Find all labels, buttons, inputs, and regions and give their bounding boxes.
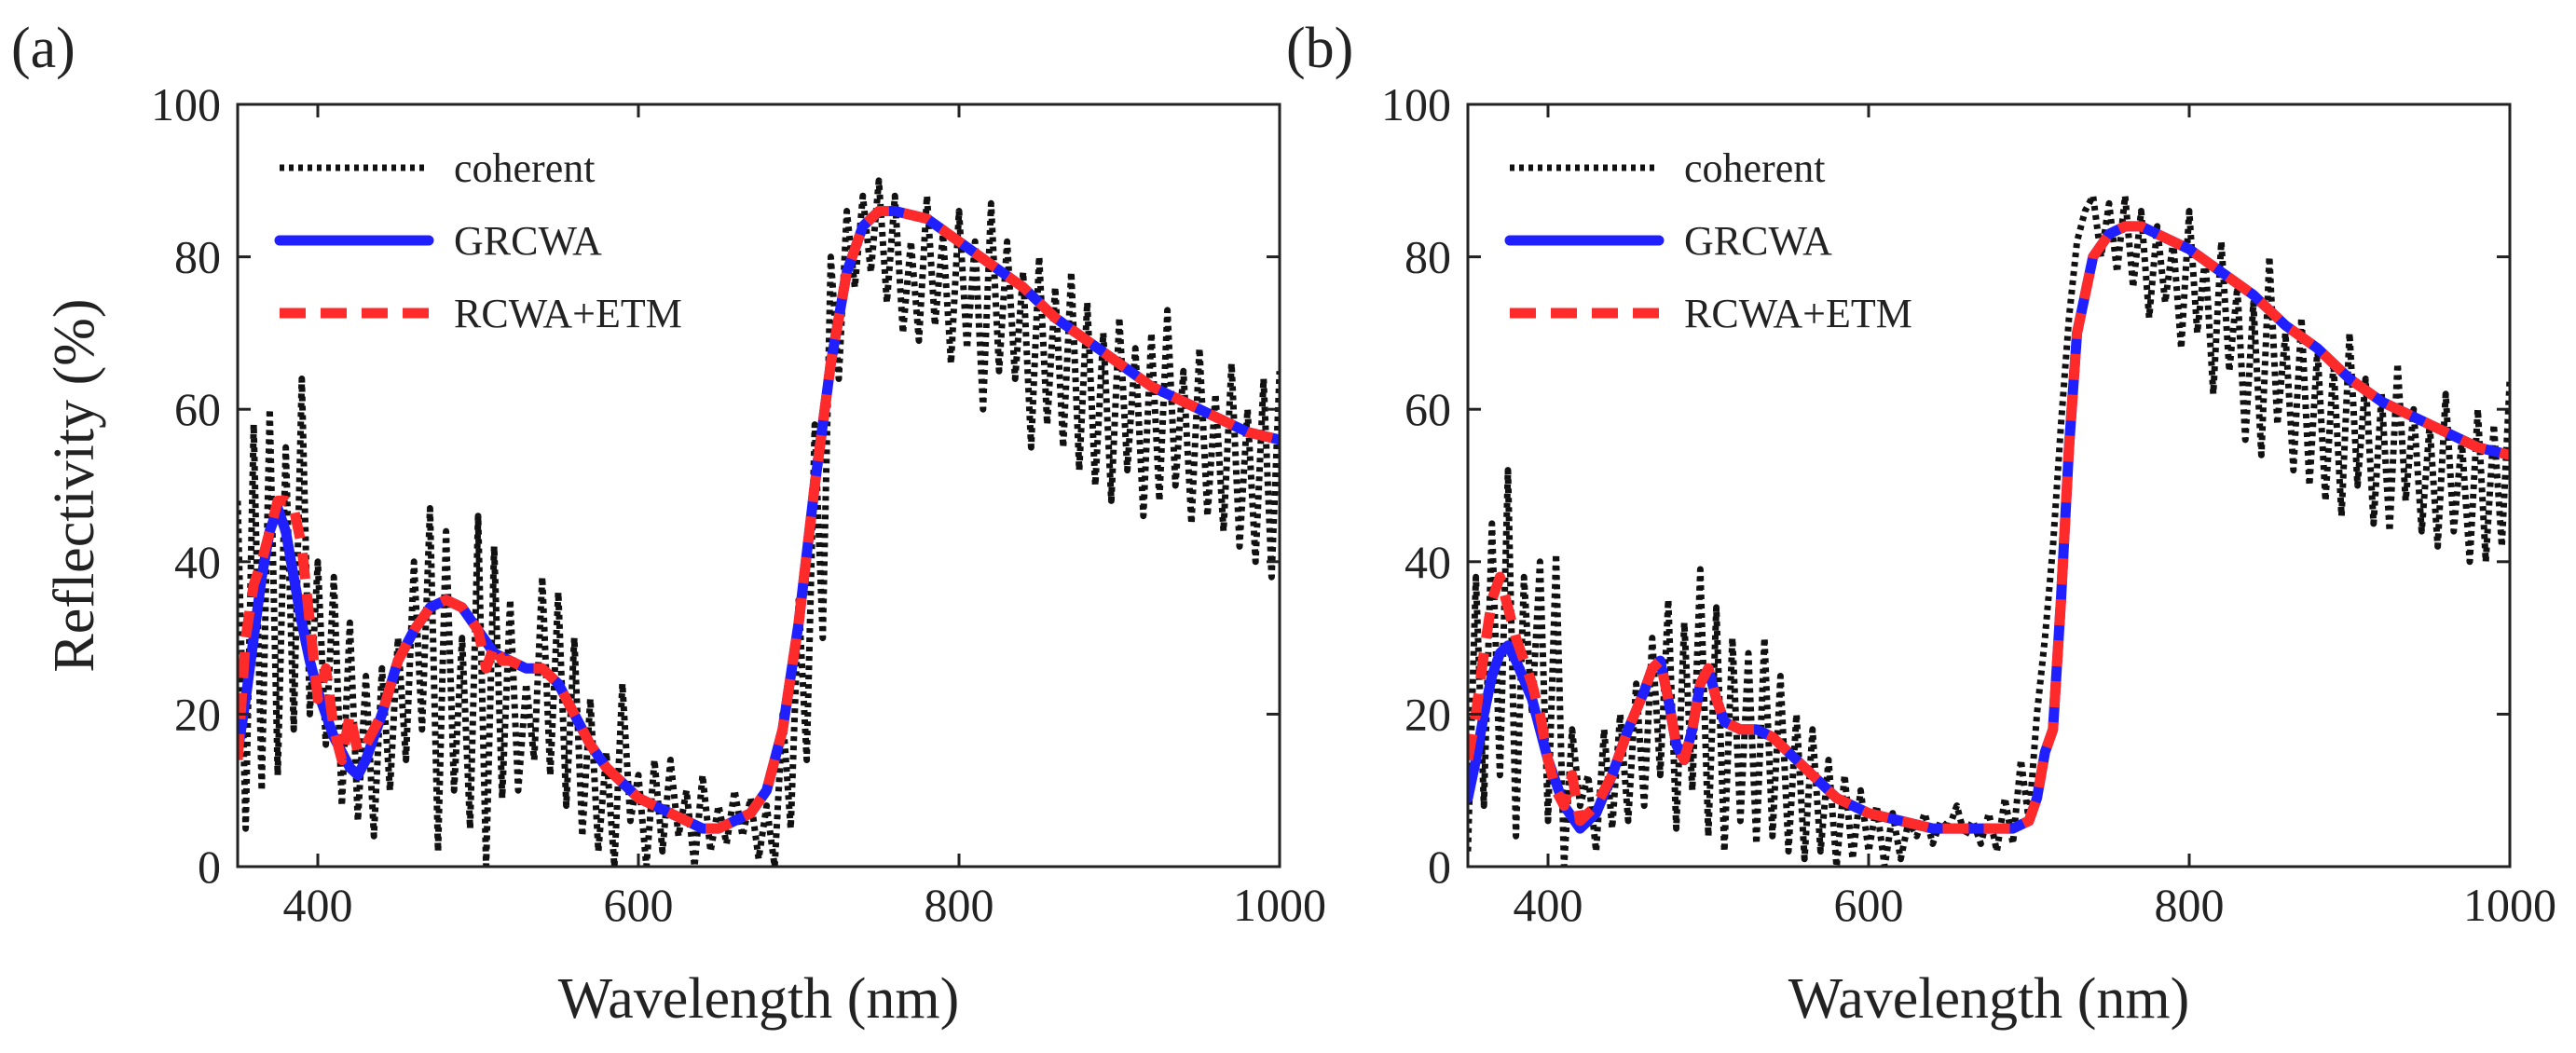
panel-b-ytick-label-20: 20 — [1404, 688, 1451, 740]
panel-b-legend-label-rcwa-etm: RCWA+ETM — [1684, 291, 1912, 336]
panel-b-xlabel: Wavelength (nm) — [1788, 967, 2190, 1031]
panel-a-ytick-label-0: 0 — [198, 841, 221, 893]
panel-b-legend-label-coherent: coherent — [1684, 145, 1825, 191]
panel-a-ytick-label-40: 40 — [174, 536, 221, 588]
panel-b-legend-label-grcwa: GRCWA — [1684, 218, 1832, 264]
panel-a-ytick-label-100: 100 — [151, 78, 221, 130]
panel-b-ytick-label-40: 40 — [1404, 536, 1451, 588]
panel-a-legend-label-grcwa: GRCWA — [454, 218, 602, 264]
panel-b-ytick-label-0: 0 — [1428, 841, 1451, 893]
panel-b-label: (b) — [1286, 17, 1353, 80]
panel-a-xtick-label-600: 600 — [604, 879, 674, 931]
panel-a-ytick-label-60: 60 — [174, 383, 221, 435]
panel-b-ytick-label-60: 60 — [1404, 383, 1451, 435]
panel-b-axes-box — [1466, 103, 2512, 868]
panel-a: (a) 400 600 800 1000 0 20 40 60 80 100 Wavelength (… — [11, 17, 1326, 1031]
panel-a-ytick-label-20: 20 — [174, 688, 221, 740]
panel-a-axes-box — [236, 103, 1281, 868]
panel-b: (b) 400 600 800 1000 0 20 40 60 80 100 Wavelength (… — [1286, 17, 2556, 1031]
panel-b-xtick-label-1000: 1000 — [2463, 879, 2556, 931]
panel-a-ytick-label-80: 80 — [174, 231, 221, 283]
panel-a-series — [238, 177, 1280, 867]
panel-b-xtick-label-800: 800 — [2155, 879, 2225, 931]
panel-a-xlabel: Wavelength (nm) — [558, 967, 960, 1031]
panel-b-ytick-label-80: 80 — [1404, 231, 1451, 283]
panel-b-series-coherent-line — [1468, 192, 2510, 867]
panel-b-xtick-label-600: 600 — [1834, 879, 1904, 931]
panel-a-legend-label-rcwa-etm: RCWA+ETM — [454, 291, 682, 336]
panel-b-xtick-label-400: 400 — [1514, 879, 1583, 931]
panel-b-legend: coherent GRCWA RCWA+ETM — [1504, 145, 1912, 336]
panel-a-xtick-label-400: 400 — [283, 879, 353, 931]
panel-a-xtick-label-800: 800 — [925, 879, 994, 931]
panel-a-series-rcwa-etm-line — [238, 206, 1280, 834]
panel-a-ylabel: Reflectivity (%) — [43, 298, 106, 672]
panel-b-series — [1468, 192, 2510, 867]
panel-a-label: (a) — [11, 17, 75, 80]
panel-a-legend: coherent GRCWA RCWA+ETM — [274, 145, 682, 336]
panel-b-ytick-label-100: 100 — [1381, 78, 1451, 130]
panel-a-xtick-label-1000: 1000 — [1233, 879, 1326, 931]
panel-a-legend-label-coherent: coherent — [454, 145, 595, 191]
